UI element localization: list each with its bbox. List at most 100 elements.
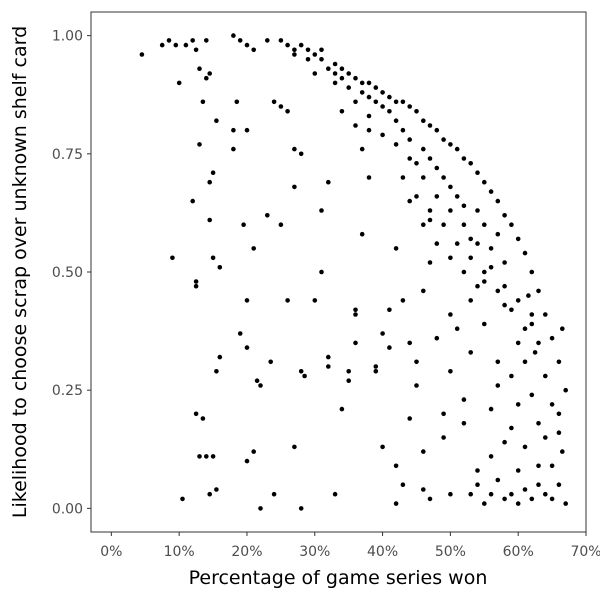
data-point <box>285 298 290 303</box>
data-point <box>400 127 406 133</box>
data-point <box>560 449 565 454</box>
data-point <box>292 146 297 152</box>
data-point <box>285 109 290 114</box>
data-point <box>204 38 209 43</box>
data-point <box>271 491 277 497</box>
data-point <box>207 491 212 497</box>
data-point <box>312 52 318 57</box>
data-point <box>298 369 304 374</box>
data-point <box>237 331 243 336</box>
data-point <box>414 194 419 199</box>
data-point <box>414 359 419 365</box>
data-point <box>468 491 474 497</box>
data-point <box>475 241 480 246</box>
data-point <box>502 283 507 289</box>
data-point <box>488 491 494 497</box>
data-point <box>488 406 494 412</box>
data-point <box>522 359 528 365</box>
data-point <box>529 392 535 398</box>
data-point <box>461 203 467 209</box>
y-tick-label: 0.75 <box>52 147 83 163</box>
data-point <box>366 80 372 86</box>
data-point <box>495 477 501 483</box>
data-point <box>359 90 365 95</box>
data-point <box>393 246 399 251</box>
data-point <box>326 179 331 185</box>
data-point <box>414 383 419 388</box>
data-point <box>319 47 324 53</box>
data-point <box>353 340 358 346</box>
data-point <box>231 127 236 133</box>
data-point <box>448 142 453 147</box>
data-point <box>509 307 514 313</box>
data-point <box>278 104 284 109</box>
data-point <box>193 279 199 284</box>
data-point <box>353 307 358 313</box>
data-point <box>448 491 453 497</box>
data-point <box>441 435 446 440</box>
data-point <box>556 430 562 436</box>
data-point <box>468 236 474 242</box>
data-point <box>427 123 433 128</box>
data-point <box>366 175 372 180</box>
data-point <box>495 198 501 204</box>
data-point <box>400 298 406 303</box>
data-point <box>387 94 392 100</box>
data-point <box>387 345 392 350</box>
data-point <box>193 283 199 289</box>
data-point <box>244 298 250 303</box>
data-point <box>482 321 487 327</box>
data-point <box>495 288 501 294</box>
data-point <box>421 146 426 152</box>
data-point <box>359 231 365 237</box>
data-point <box>502 213 507 218</box>
x-tick-label: 60% <box>503 544 534 560</box>
data-point <box>400 99 406 105</box>
x-tick-label: 20% <box>231 544 262 560</box>
data-point <box>251 449 256 454</box>
data-point <box>414 109 419 114</box>
data-point <box>543 312 548 317</box>
data-point <box>180 496 185 502</box>
data-point <box>475 170 480 175</box>
data-point <box>278 222 284 227</box>
data-point <box>346 378 352 384</box>
data-point <box>407 104 413 109</box>
data-point <box>312 71 318 76</box>
data-point <box>217 354 223 360</box>
data-point <box>346 369 352 374</box>
data-point <box>197 66 202 71</box>
data-point <box>339 75 345 81</box>
data-point <box>482 269 487 275</box>
data-point <box>427 156 433 161</box>
data-point <box>319 269 324 275</box>
data-point <box>292 444 297 450</box>
data-point <box>359 80 365 86</box>
data-point <box>359 146 365 152</box>
data-point <box>509 222 514 227</box>
data-point <box>421 175 426 180</box>
data-point <box>197 142 202 147</box>
data-point <box>515 236 521 242</box>
data-point <box>387 109 392 114</box>
data-point <box>536 288 541 294</box>
data-point <box>200 416 206 421</box>
x-tick-label: 40% <box>367 544 398 560</box>
data-point <box>427 496 433 502</box>
data-point <box>234 99 240 105</box>
data-point <box>515 501 521 506</box>
plot-panel <box>90 11 587 533</box>
data-point <box>380 444 385 450</box>
data-point <box>339 109 345 114</box>
data-point <box>353 99 358 105</box>
data-point <box>265 38 270 43</box>
data-point <box>265 213 270 218</box>
data-point <box>509 425 514 431</box>
data-point <box>190 38 195 43</box>
points-layer <box>139 33 568 511</box>
data-point <box>319 208 324 213</box>
data-point <box>353 312 358 317</box>
data-point <box>461 269 467 275</box>
data-point <box>210 454 216 459</box>
data-point <box>380 132 385 138</box>
